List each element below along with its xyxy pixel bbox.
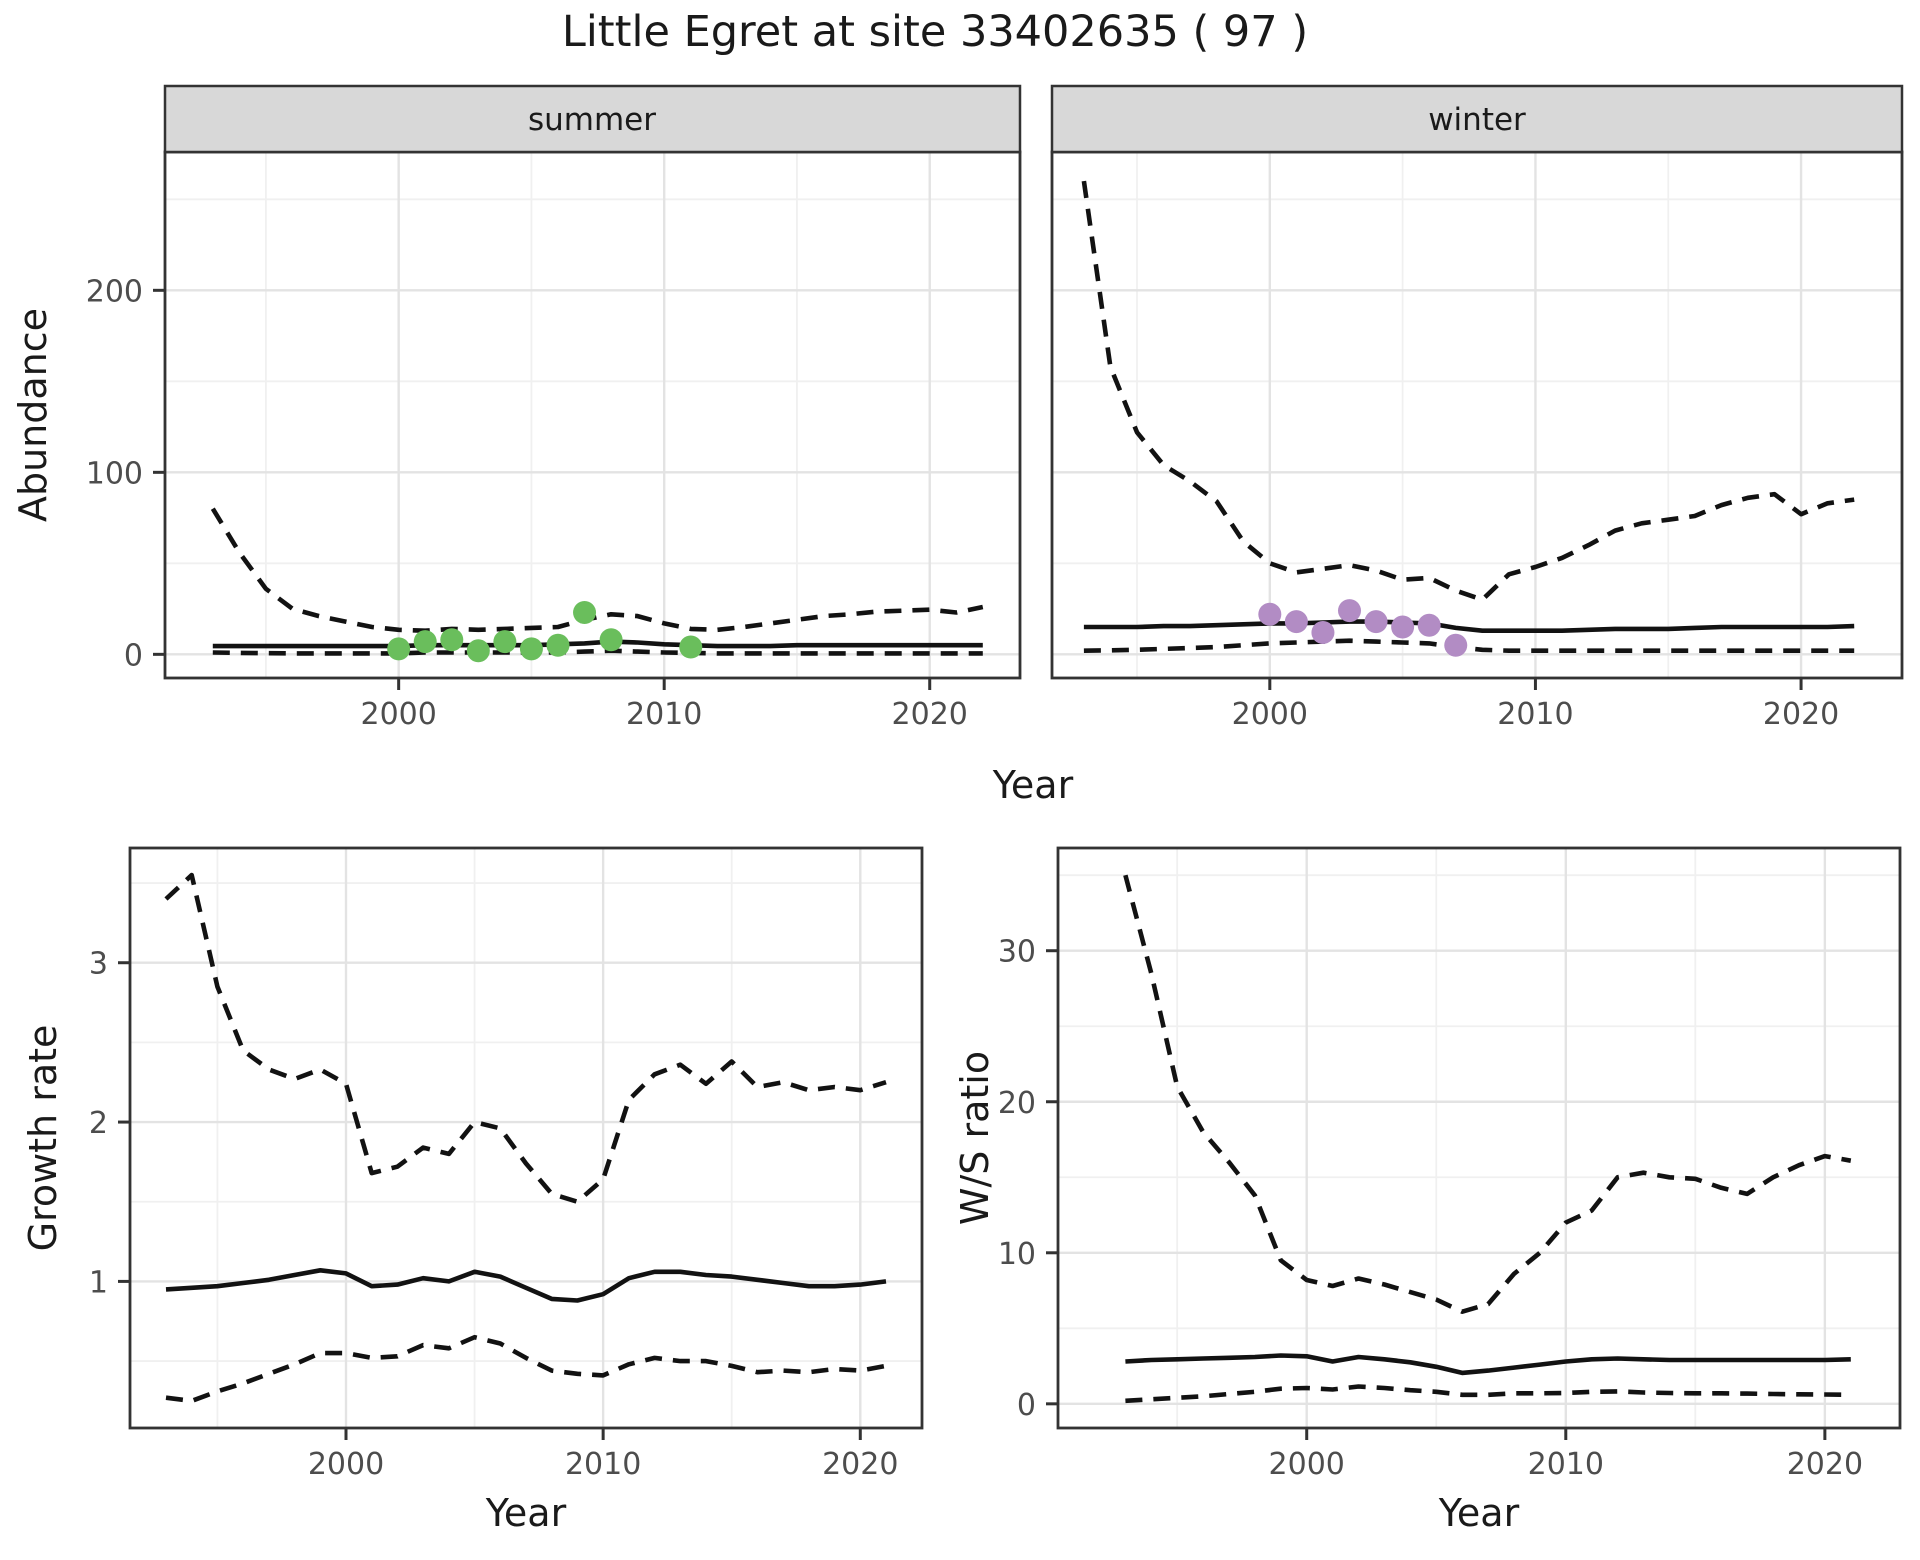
data-point xyxy=(1364,610,1388,634)
y-tick-label: 3 xyxy=(89,947,108,982)
y-tick-label: 0 xyxy=(1017,1388,1036,1423)
series-upper_ci xyxy=(164,872,887,1204)
facet-strip-summer xyxy=(163,84,1022,154)
data-point xyxy=(413,630,437,654)
series-upper_ci xyxy=(1081,180,1855,602)
x-axis-title-year-ws: Year xyxy=(1438,1491,1520,1535)
panel-w-s-ratio: 2000 2010 2020 0 10 20 30 xyxy=(998,846,1902,1482)
x-tick-label: 2010 xyxy=(1497,697,1573,732)
data-point xyxy=(1417,613,1441,637)
data-point xyxy=(1311,620,1335,644)
x-tick-label: 2010 xyxy=(565,1447,641,1482)
panel-growth-rate: 2000 2010 2020 1 2 3 xyxy=(89,846,924,1482)
series-upper_ci xyxy=(210,507,984,633)
panel-background xyxy=(1058,848,1900,1428)
facet-strip-winter xyxy=(1050,84,1904,154)
data-point xyxy=(387,637,411,661)
gridlines xyxy=(1052,152,1902,678)
x-tick-label: 2000 xyxy=(1269,1447,1345,1482)
y-tick-label: 30 xyxy=(998,935,1036,970)
gridlines xyxy=(1058,848,1900,1428)
y-axis-title-abundance: Abundance xyxy=(11,308,55,522)
facet-strip-summer-label: summer xyxy=(528,102,656,138)
panel-background xyxy=(1052,152,1902,678)
y-tick-label: 200 xyxy=(86,274,143,309)
data-point xyxy=(466,639,490,663)
gridlines xyxy=(130,848,922,1428)
data-point xyxy=(573,600,597,624)
x-tick-label: 2010 xyxy=(626,697,702,732)
panel-background xyxy=(165,152,1020,678)
y-tick-label: 100 xyxy=(86,456,143,491)
x-axis: 2000 2010 2020 xyxy=(308,1428,898,1482)
data-point xyxy=(440,628,464,652)
plot-title: Little Egret at site 33402635 ( 97 ) xyxy=(562,7,1308,57)
y-tick-label: 10 xyxy=(998,1237,1036,1272)
y-tick-label: 0 xyxy=(124,638,143,673)
data-point xyxy=(1258,602,1282,626)
panel-summer: 2000 2010 2020 0 100 200 xyxy=(86,150,1022,732)
x-axis: 2000 2010 2020 xyxy=(1232,678,1839,732)
y-axis: 1 2 3 xyxy=(89,947,130,1300)
panel-background xyxy=(130,848,922,1428)
series-median xyxy=(1083,619,1855,633)
series-upper_ci xyxy=(1123,874,1852,1314)
facet-strip-winter-label: winter xyxy=(1428,102,1526,138)
y-tick-label: 1 xyxy=(89,1265,108,1300)
y-tick-label: 20 xyxy=(998,1086,1036,1121)
panel-border xyxy=(1056,846,1902,1430)
x-tick-label: 2000 xyxy=(308,1447,384,1482)
data-point xyxy=(679,635,703,659)
data-point xyxy=(1391,615,1415,639)
y-tick-label: 2 xyxy=(89,1106,108,1141)
data-point xyxy=(519,637,543,661)
x-axis-title-year-top: Year xyxy=(992,763,1074,807)
panel-border xyxy=(128,846,924,1430)
series-lower_ci xyxy=(1125,1384,1851,1404)
data-point xyxy=(546,633,570,657)
series-lower_ci xyxy=(212,648,983,656)
series-median xyxy=(165,1268,887,1303)
y-axis: 0 10 20 30 xyxy=(998,935,1058,1423)
data-point xyxy=(493,630,517,654)
panel-winter: 2000 2010 2020 xyxy=(1050,150,1904,732)
series-lower_ci xyxy=(1083,638,1855,653)
observation-points xyxy=(387,600,703,663)
x-tick-label: 2020 xyxy=(892,697,968,732)
x-tick-label: 2000 xyxy=(360,697,436,732)
data-point xyxy=(1284,610,1308,634)
x-tick-label: 2020 xyxy=(822,1447,898,1482)
observation-points xyxy=(1258,599,1468,657)
x-axis: 2000 2010 2020 xyxy=(1269,1428,1863,1482)
data-point xyxy=(599,628,623,652)
x-tick-label: 2020 xyxy=(1763,697,1839,732)
data-point xyxy=(1338,599,1361,623)
data-point xyxy=(1444,633,1468,657)
series-lower_ci xyxy=(165,1334,887,1404)
x-axis: 2000 2010 2020 xyxy=(360,678,968,732)
x-tick-label: 2010 xyxy=(1528,1447,1604,1482)
series-median xyxy=(212,639,983,649)
x-axis-title-year-growth: Year xyxy=(485,1491,567,1535)
y-axis-title-ws: W/S ratio xyxy=(953,1051,997,1225)
gridlines xyxy=(165,152,1020,678)
x-tick-label: 2020 xyxy=(1787,1447,1863,1482)
x-tick-label: 2000 xyxy=(1232,697,1308,732)
y-axis: 0 100 200 xyxy=(86,274,165,673)
y-axis-title-growth: Growth rate xyxy=(21,1025,65,1252)
series-median xyxy=(1125,1353,1851,1376)
